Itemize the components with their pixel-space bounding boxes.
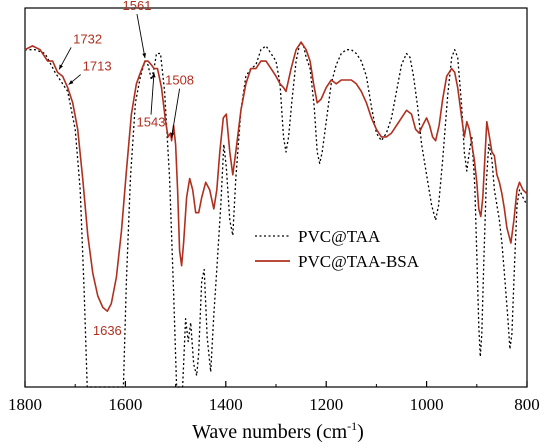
annotation-label: 1636 (93, 323, 122, 338)
x-axis-title: Wave numbers (cm-1) (192, 419, 364, 443)
legend-label-pvc-taa: PVC@TAA (298, 227, 381, 246)
x-tick-label: 800 (514, 395, 540, 414)
x-tick-label: 1400 (209, 395, 243, 414)
annotation-arrowhead (170, 132, 175, 138)
annotation-label: 1732 (73, 31, 102, 46)
annotation-arrow (150, 72, 155, 115)
annotation-label: 1543 (137, 115, 166, 130)
legend-label-pvc-taa-bsa: PVC@TAA-BSA (298, 252, 420, 271)
series-layer (24, 41, 528, 388)
annotation-label: 1508 (165, 73, 194, 88)
x-axis-ticks: 1800 1600 1400 1200 1000 800 (8, 381, 540, 414)
annotation-arrow (171, 88, 181, 138)
annotation-arrowhead (59, 64, 64, 70)
series-line-pvc-taa-bsa (24, 41, 528, 312)
annotation-arrow (136, 13, 146, 59)
annotations-layer: 1732 1713 1561 1508 1543 1636 (58, 0, 194, 338)
annotation-label: 1561 (123, 0, 152, 13)
series-line-pvc-taa (25, 41, 528, 388)
legend: PVC@TAA PVC@TAA-BSA (255, 227, 420, 271)
x-tick-label: 1200 (309, 395, 343, 414)
annotation-label: 1713 (83, 59, 112, 74)
annotation-arrowhead (151, 72, 156, 78)
annotation-arrowhead (68, 80, 74, 85)
x-tick-label: 1800 (8, 395, 42, 414)
x-tick-label: 1600 (108, 395, 142, 414)
x-tick-label: 1000 (410, 395, 444, 414)
annotation-arrowhead (142, 53, 147, 59)
